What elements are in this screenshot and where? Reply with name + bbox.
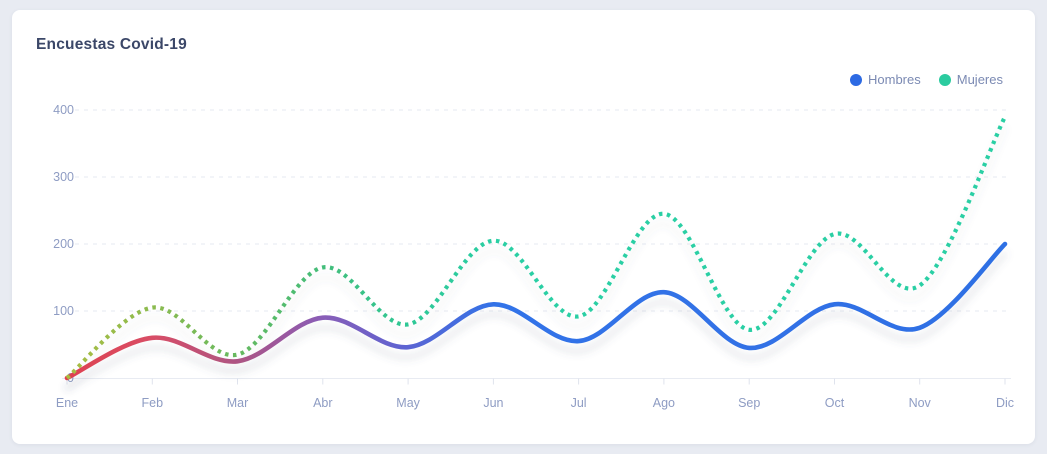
x-axis-label: Nov [909,396,932,410]
y-axis-label: 100 [53,304,74,318]
x-axis-label: Dic [996,396,1014,410]
x-axis-label: Oct [825,396,845,410]
x-axis-label: Abr [313,396,332,410]
chart-legend: Hombres Mujeres [850,72,1003,87]
x-axis-label: Ago [653,396,675,410]
legend-marker-icon [850,73,862,86]
x-axis-label: Jun [483,396,503,410]
legend-label: Hombres [868,72,921,87]
legend-item-hombres[interactable]: Hombres [850,72,921,87]
x-axis-label: Sep [738,396,760,410]
chart-title: Encuestas Covid-19 [36,36,187,53]
legend-marker-icon [938,73,951,86]
x-axis-label: Mar [227,396,249,410]
x-axis-label: May [396,396,420,410]
chart-card: Encuestas Covid-19 Hombres Mujeres 0 100 20… [12,10,1035,444]
y-axis-label: 300 [53,170,74,184]
y-axis-label: 400 [53,103,74,117]
x-axis-label: Feb [142,396,164,410]
x-axis-label: Jul [571,396,587,410]
legend-label: Mujeres [956,72,1003,87]
legend-item-mujeres[interactable]: Mujeres [938,72,1003,87]
x-axis-label: Ene [56,396,78,410]
series-line-mujeres [65,115,1007,380]
y-axis-label: 200 [53,237,74,251]
series-line-hombres [64,241,1008,381]
